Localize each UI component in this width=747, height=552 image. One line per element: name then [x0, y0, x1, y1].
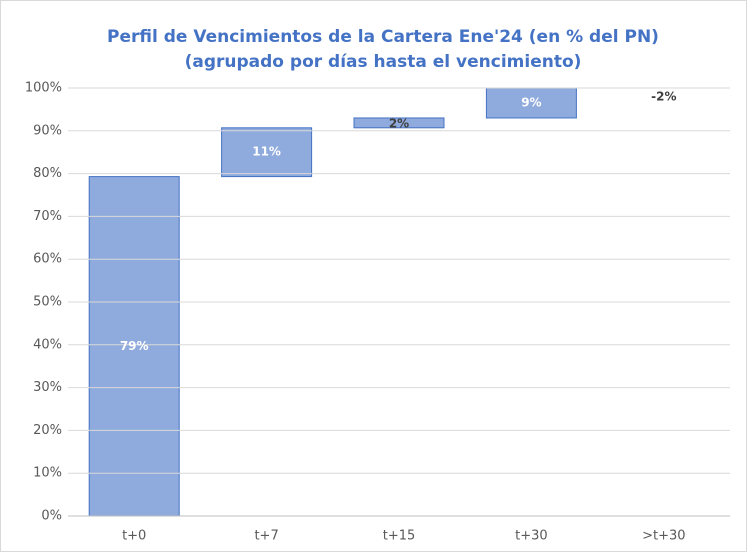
- y-tick-label: 0%: [41, 509, 62, 524]
- x-tick-label: t+7: [254, 529, 278, 544]
- value-label: 9%: [521, 95, 541, 109]
- plot-area: [88, 88, 710, 516]
- y-tick-label: 90%: [33, 123, 62, 138]
- bar: [353, 117, 445, 129]
- x-tick-label: t+0: [122, 529, 146, 544]
- y-tick-label: 100%: [25, 81, 62, 96]
- chart-subtitle: (agrupado por días hasta el vencimiento): [185, 52, 582, 72]
- x-tick-label: t+15: [383, 529, 416, 544]
- bar: [485, 88, 577, 119]
- bar: [221, 127, 313, 178]
- y-tick-label: 50%: [33, 295, 62, 310]
- x-tick-label: t+30: [515, 529, 548, 544]
- y-tick-label: 10%: [33, 466, 62, 481]
- bar: [88, 176, 180, 516]
- y-tick-label: 30%: [33, 380, 62, 395]
- value-label: 11%: [252, 145, 281, 159]
- y-tick-label: 40%: [33, 337, 62, 352]
- y-tick-label: 80%: [33, 166, 62, 181]
- y-tick-label: 20%: [33, 423, 62, 438]
- chart-title: Perfil de Vencimientos de la Cartera Ene…: [107, 27, 659, 47]
- value-label: 79%: [120, 339, 149, 353]
- value-label: 2%: [389, 116, 409, 130]
- y-tick-label: 70%: [33, 209, 62, 224]
- value-label: -2%: [651, 90, 676, 104]
- y-tick-label: 60%: [33, 252, 62, 267]
- x-tick-label: >t+30: [642, 529, 685, 544]
